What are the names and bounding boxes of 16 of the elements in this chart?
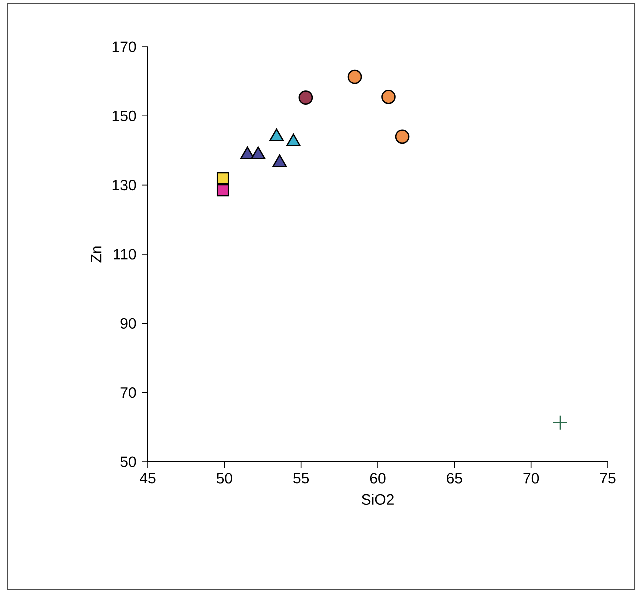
- y-tick-label: 170: [112, 42, 136, 52]
- y-tick-label: 150: [112, 110, 136, 122]
- y-tick-label: 110: [114, 249, 136, 260]
- y-axis-title: Zn: [91, 246, 102, 263]
- y-tick-label: 90: [120, 318, 136, 329]
- x-tick-label: 55: [294, 473, 310, 484]
- x-tick-label: 45: [140, 473, 156, 484]
- y-tick-label: 50: [120, 456, 136, 468]
- x-tick-label: 75: [600, 473, 616, 484]
- x-tick-label: 65: [447, 473, 462, 484]
- x-tick-label: 60: [370, 473, 386, 484]
- x-tick-label: 50: [216, 473, 232, 484]
- y-tick-label: 130: [112, 180, 136, 191]
- x-axis-title: SiO2: [362, 494, 394, 506]
- x-tick-label: 70: [524, 473, 540, 484]
- y-tick-label: 70: [120, 388, 136, 398]
